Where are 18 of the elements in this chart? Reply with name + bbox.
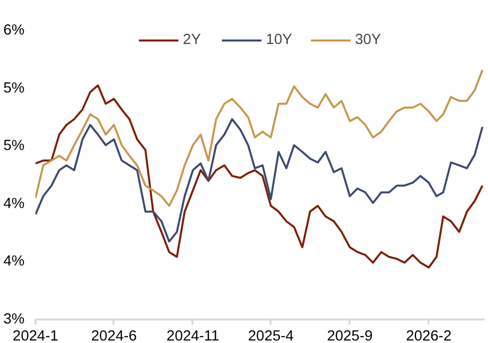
x-tick-label: 2025-4 [248, 328, 294, 343]
x-tick-label: 2026-2 [406, 328, 452, 343]
legend-label: 30Y [355, 32, 382, 48]
x-tick-label: 2025-9 [326, 328, 373, 343]
y-tick-label: 4% [3, 196, 25, 212]
x-tick-label: 2024-1 [12, 328, 58, 343]
legend-label: 10Y [266, 32, 292, 48]
y-tick-label: 3% [3, 312, 25, 328]
x-tick-label: 2024-6 [91, 328, 137, 343]
x-tick-label: 2024-11 [166, 328, 220, 343]
y-tick-label: 6% [3, 22, 25, 38]
y-tick-label: 4% [3, 254, 25, 270]
line-series [36, 118, 484, 242]
line-series [36, 68, 484, 207]
y-tick-label: 5% [3, 138, 25, 154]
y-tick-label: 5% [3, 80, 25, 96]
line-series [36, 84, 484, 268]
legend-label: 2Y [182, 32, 202, 48]
